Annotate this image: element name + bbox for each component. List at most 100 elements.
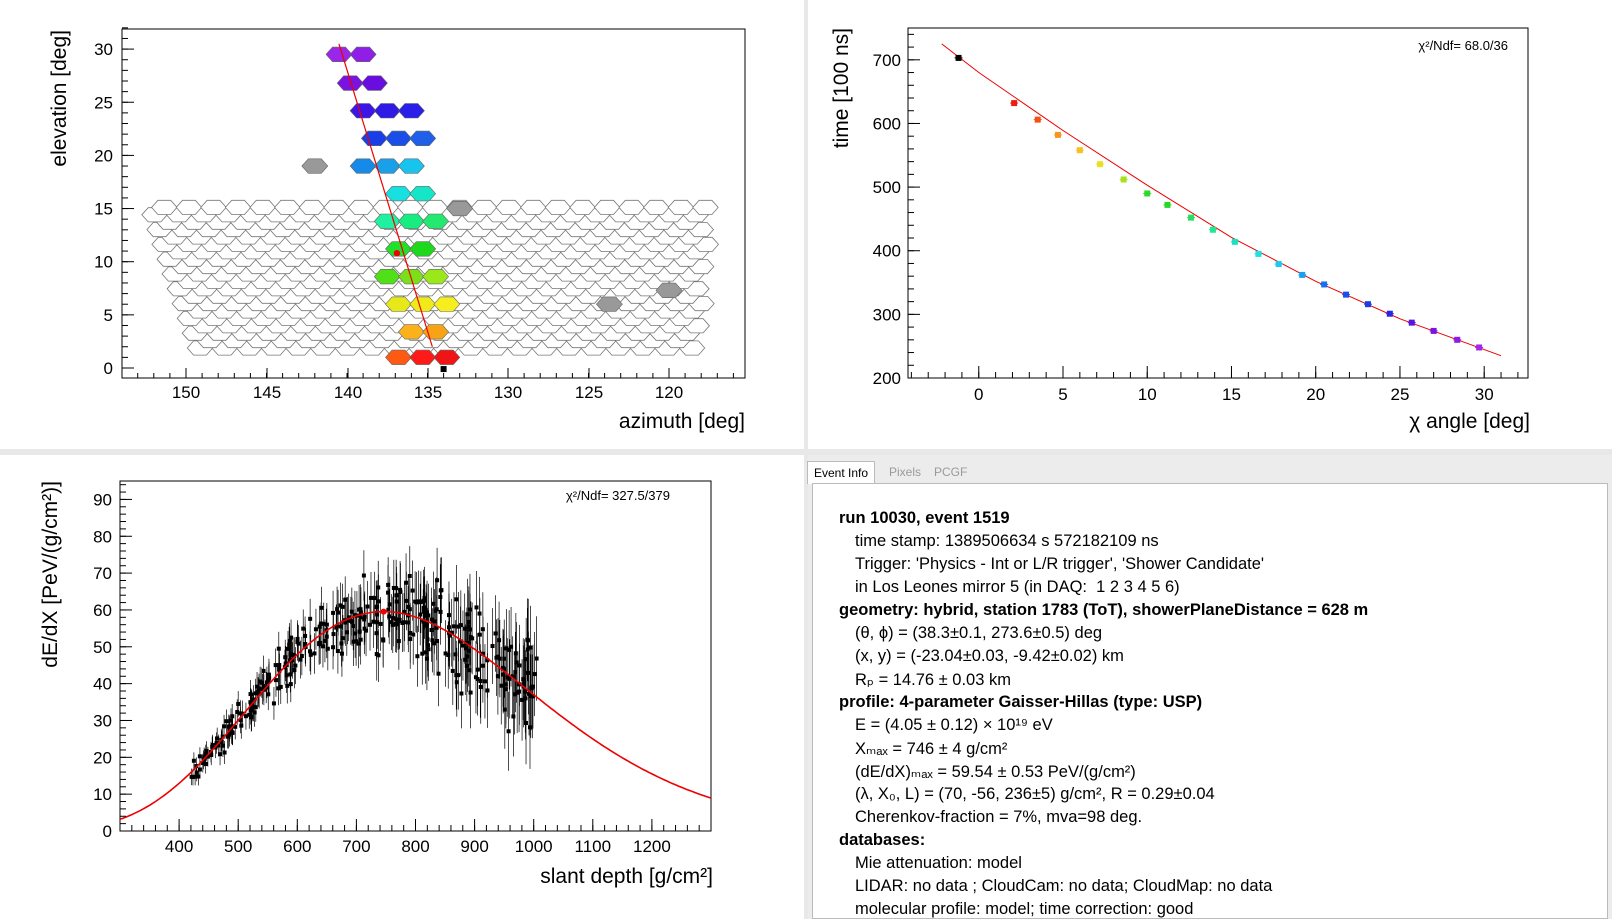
- y-tick-label: 60: [93, 601, 112, 620]
- profile-point: [402, 609, 407, 614]
- profile-point: [396, 639, 401, 644]
- profile-point: [361, 573, 366, 578]
- profile-point: [451, 624, 456, 629]
- profile-point: [524, 657, 529, 662]
- profile-point: [425, 643, 430, 648]
- profile-point: [530, 684, 535, 689]
- profile-point: [458, 623, 463, 628]
- camera-pixel: [347, 199, 375, 215]
- y-tick-label: 10: [93, 785, 112, 804]
- profile-point: [410, 588, 415, 593]
- profile-point: [517, 663, 522, 668]
- profile-point: [224, 719, 229, 724]
- profile-point: [503, 687, 508, 692]
- profile-point: [463, 646, 468, 651]
- profile-point: [250, 705, 255, 710]
- hit-pixel: [349, 103, 377, 119]
- profile-point: [303, 633, 308, 638]
- profile-point: [390, 622, 395, 627]
- x-tick-label: 145: [253, 383, 281, 402]
- profile-point: [285, 683, 290, 688]
- profile-point: [420, 651, 425, 656]
- profile-point: [351, 623, 356, 628]
- profile-point: [433, 608, 438, 613]
- y-tick-label: 25: [94, 93, 113, 112]
- xmax-line: Xₘₐₓ = 746 ± 4 g/cm²: [855, 740, 1008, 758]
- profile-point: [449, 630, 454, 635]
- profile-point: [432, 619, 437, 624]
- profile-point: [338, 624, 343, 629]
- shower-detector-plane-line: [338, 43, 433, 347]
- profile-point: [372, 596, 377, 601]
- profile-point: [325, 646, 330, 651]
- axis-point: [393, 249, 401, 257]
- y-tick-label: 70: [93, 564, 112, 583]
- y-tick-label: 5: [104, 306, 113, 325]
- profile-point: [416, 599, 421, 604]
- x-axis-label: slant depth [g/cm²]: [540, 865, 713, 888]
- tab-event-info[interactable]: Event Info: [807, 461, 876, 484]
- x-axis-label: azimuth [deg]: [619, 410, 745, 433]
- profile-point: [387, 614, 392, 619]
- camera-pixel: [249, 199, 276, 215]
- profile-point: [506, 729, 511, 734]
- profile-point: [273, 663, 278, 668]
- profile-point: [386, 607, 391, 612]
- profile-point: [248, 708, 253, 713]
- profile-point: [391, 616, 396, 621]
- profile-point: [485, 658, 490, 663]
- profile-point: [278, 684, 283, 689]
- tab-pcgf[interactable]: PCGF: [934, 465, 968, 479]
- profile-point: [462, 626, 467, 631]
- profile-point: [501, 672, 506, 677]
- profile-point: [520, 697, 525, 702]
- profile-point: [299, 653, 304, 658]
- profile-point: [266, 678, 271, 683]
- hit-pixel: [409, 186, 437, 202]
- y-tick-label: 80: [93, 527, 112, 546]
- profile-point: [239, 723, 244, 728]
- profile-point: [513, 651, 518, 656]
- profile-point: [465, 612, 470, 617]
- profile-point: [216, 743, 221, 748]
- profile-point: [450, 668, 455, 673]
- x-tick-label: 150: [172, 383, 200, 402]
- profile-point: [288, 682, 293, 687]
- x-tick-label: 30: [1475, 385, 1494, 404]
- profile-point: [521, 677, 526, 682]
- hit-pixel: [373, 268, 401, 285]
- profile-point: [293, 663, 298, 668]
- event-info-text: run 10030, event 1519 time stamp: 138950…: [812, 483, 1608, 919]
- profile-point: [218, 752, 223, 757]
- profile-point: [426, 647, 431, 652]
- chi2-label: χ²/Ndf= 68.0/36: [1418, 38, 1508, 53]
- hit-pixel: [433, 349, 461, 365]
- profile-point: [454, 597, 459, 602]
- camera-pixel: [224, 199, 252, 215]
- dedx-max-line: (dE/dX)ₘₐₓ = 59.54 ± 0.53 PeV/(g/cm²): [855, 763, 1136, 781]
- profile-point: [497, 638, 502, 643]
- profile-point: [513, 670, 518, 675]
- profile-point: [429, 627, 434, 632]
- profile-point: [504, 646, 509, 651]
- camera-pixel: [175, 199, 203, 215]
- profile-point: [482, 679, 487, 684]
- profile-point: [249, 715, 254, 720]
- tab-pixels[interactable]: Pixels: [889, 465, 922, 479]
- profile-point: [256, 686, 261, 691]
- profile-point: [196, 774, 201, 779]
- profile-point: [321, 621, 326, 626]
- profile-point: [407, 573, 412, 578]
- profile-point: [447, 633, 452, 638]
- profile-point: [335, 649, 340, 654]
- profile-point: [204, 748, 209, 753]
- profile-point: [222, 750, 227, 755]
- profile-point: [340, 636, 345, 641]
- profile-point: [460, 643, 465, 648]
- lidar-line: LIDAR: no data ; CloudCam: no data; Clou…: [855, 877, 1273, 895]
- profile-point: [220, 743, 225, 748]
- profile-point: [528, 694, 533, 699]
- profile-point: [362, 617, 367, 622]
- hit-pixel: [422, 268, 450, 285]
- mie-line: Mie attenuation: model: [855, 854, 1022, 872]
